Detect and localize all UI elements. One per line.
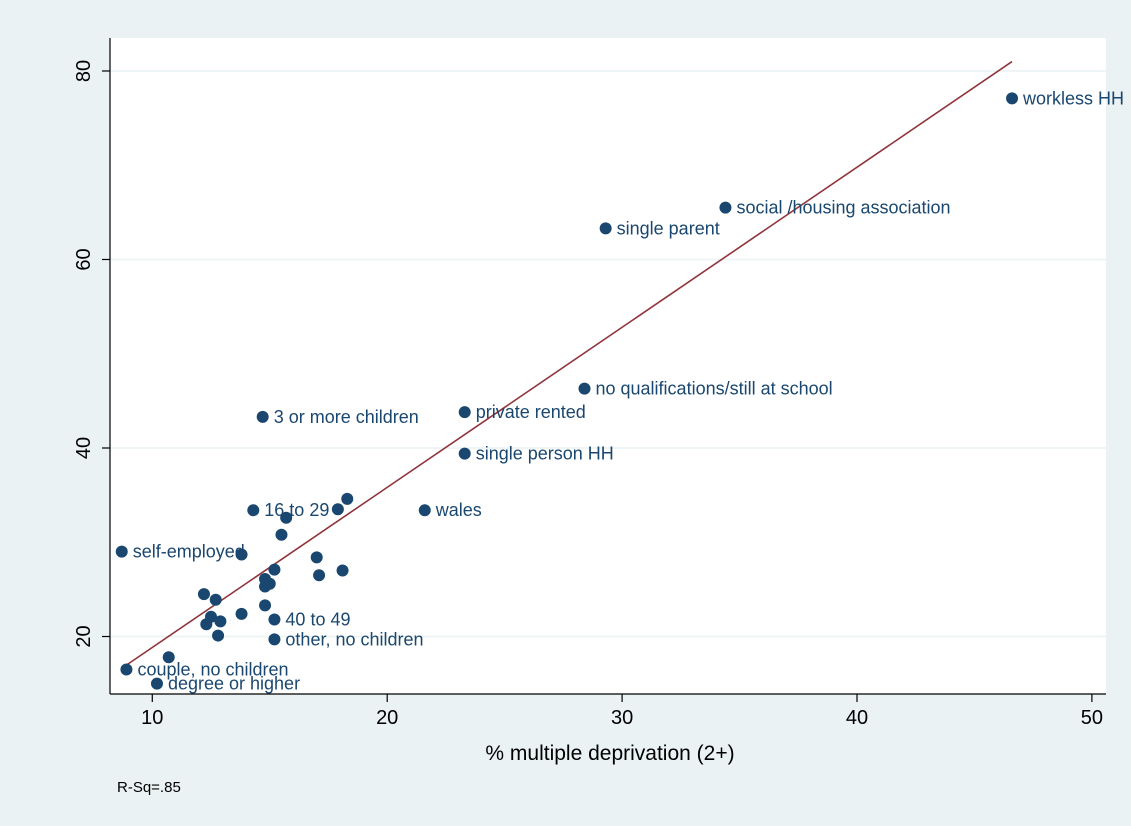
data-point <box>200 618 213 631</box>
data-point <box>150 677 163 690</box>
data-point <box>256 410 269 423</box>
point-label: single person HH <box>476 444 614 464</box>
point-label: couple, no children <box>137 659 288 679</box>
data-point <box>247 504 260 517</box>
point-label: workless HH <box>1022 88 1124 108</box>
data-point <box>418 504 431 517</box>
point-label: other, no children <box>285 629 423 649</box>
x-tick-label: 40 <box>846 707 868 729</box>
axes <box>102 38 1106 702</box>
x-tick-label: 10 <box>141 707 163 729</box>
data-point <box>599 222 612 235</box>
data-point <box>719 201 732 214</box>
tick-labels: 20 40 60 80 10 20 30 40 50 <box>73 60 1103 729</box>
point-label: wales <box>435 500 482 520</box>
point-label: private rented <box>476 402 586 422</box>
data-point <box>458 447 471 460</box>
data-point <box>209 593 222 606</box>
x-tick-label: 20 <box>376 707 398 729</box>
point-label: self-employed <box>133 542 245 562</box>
data-point <box>313 569 326 582</box>
point-label: 16 to 29 <box>264 500 329 520</box>
data-point <box>235 548 248 561</box>
plot-area <box>110 38 1106 694</box>
data-point <box>235 607 248 620</box>
data-point <box>259 580 272 593</box>
data-point <box>275 528 288 541</box>
point-label: 3 or more children <box>274 407 419 427</box>
data-point <box>268 563 281 576</box>
point-label: single parent <box>617 218 720 238</box>
point-label: 40 to 49 <box>285 610 350 630</box>
data-point <box>212 629 225 642</box>
data-point <box>120 663 133 676</box>
gridlines <box>110 70 1106 638</box>
y-tick-label: 60 <box>73 248 95 270</box>
data-point <box>331 503 344 516</box>
r-squared-note: R-Sq=.85 <box>117 779 181 796</box>
x-tick-label: 30 <box>611 707 633 729</box>
data-point <box>310 551 323 564</box>
data-points <box>115 92 1019 690</box>
data-point <box>578 382 591 395</box>
y-tick-label: 20 <box>73 625 95 647</box>
data-point <box>268 633 281 646</box>
data-point <box>268 613 281 626</box>
y-tick-label: 40 <box>73 437 95 459</box>
point-label: social /housing association <box>736 198 950 218</box>
data-point <box>197 588 210 601</box>
data-point <box>1006 92 1019 105</box>
data-point <box>336 564 349 577</box>
y-tick-label: 80 <box>73 60 95 82</box>
data-point <box>280 511 293 524</box>
x-axis-label: % multiple deprivation (2+) <box>485 742 734 765</box>
point-labels: workless HH social /housing association si… <box>133 88 1124 693</box>
data-point <box>341 492 354 505</box>
data-point <box>458 406 471 419</box>
point-label: no qualifications/still at school <box>596 379 833 399</box>
data-point <box>115 545 128 558</box>
data-point <box>162 651 175 664</box>
data-point <box>259 599 272 612</box>
point-label: degree or higher <box>168 674 300 694</box>
data-point <box>214 615 227 628</box>
x-tick-label: 50 <box>1081 707 1103 729</box>
